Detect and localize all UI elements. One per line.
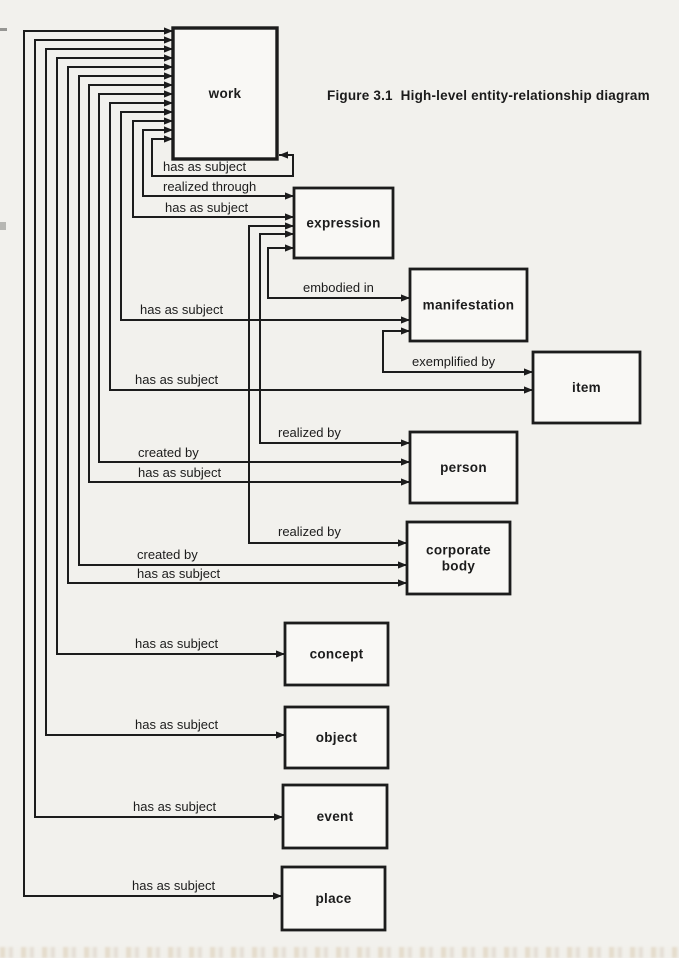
- edge-label-expression-realized-by-corporate-body: realized by: [278, 524, 341, 539]
- arrowhead-icon: [164, 108, 173, 116]
- arrowhead-icon: [401, 316, 410, 324]
- entity-label-manifestation: manifestation: [423, 298, 515, 313]
- arrowhead-icon: [164, 81, 173, 89]
- edge-label-work-has-as-subject-work: has as subject: [163, 159, 246, 174]
- entity-box-work: [171, 26, 279, 161]
- entity-label-event: event: [317, 809, 354, 824]
- edge-label-work-created-by-corporate-body: created by: [137, 547, 198, 562]
- arrowhead-icon: [164, 45, 173, 53]
- entity-label-object: object: [316, 730, 358, 745]
- edge-label-work-has-as-subject-place: has as subject: [132, 878, 215, 893]
- arrowhead-icon: [164, 63, 173, 71]
- edge-work-has-as-subject-work: [151, 138, 294, 177]
- arrowhead-icon: [401, 327, 410, 335]
- entity-label-person: person: [440, 460, 487, 475]
- entity-box-expression: [292, 186, 395, 260]
- arrowhead-icon: [285, 192, 294, 200]
- edge-label-expression-embodied-in-manifestation: embodied in: [303, 280, 374, 295]
- arrowhead-icon: [398, 579, 407, 587]
- edge-expression-embodied-in-manifestation: [267, 247, 410, 299]
- arrowhead-icon: [164, 54, 173, 62]
- arrowhead-icon: [401, 294, 410, 302]
- edge-expression-realized-by-corporate-body: [248, 225, 407, 544]
- arrowhead-icon: [164, 126, 173, 134]
- edge-work-has-as-subject-expression: [132, 120, 294, 218]
- arrowhead-icon: [276, 731, 285, 739]
- edge-manifestation-exemplified-by-item: [382, 330, 533, 373]
- arrowhead-icon: [273, 892, 282, 900]
- arrowhead-icon: [164, 72, 173, 80]
- entity-box-person: [408, 430, 519, 505]
- arrowhead-icon: [524, 368, 533, 376]
- entity-label-corporate-body: body: [442, 559, 476, 574]
- edge-work-has-as-subject-object: [45, 48, 285, 736]
- arrowhead-icon: [164, 36, 173, 44]
- arrowhead-icon: [285, 230, 294, 238]
- scan-speck: [0, 222, 6, 230]
- arrowhead-icon: [164, 135, 173, 143]
- edge-label-work-has-as-subject-concept: has as subject: [135, 636, 218, 651]
- entity-label-corporate-body: corporate: [426, 543, 491, 558]
- edge-label-work-has-as-subject-corporate-body: has as subject: [137, 566, 220, 581]
- edge-label-work-has-as-subject-event: has as subject: [133, 799, 216, 814]
- entity-label-work: work: [208, 86, 242, 101]
- arrowhead-icon: [274, 813, 283, 821]
- figure-caption: Figure 3.1 High-level entity-relationshi…: [327, 88, 650, 103]
- arrowhead-icon: [164, 99, 173, 107]
- arrowhead-icon: [398, 561, 407, 569]
- edge-label-work-has-as-subject-item: has as subject: [135, 372, 218, 387]
- edge-work-has-as-subject-corporate-body: [67, 66, 407, 584]
- entity-label-item: item: [572, 380, 601, 395]
- entity-label-expression: expression: [306, 216, 380, 231]
- arrowhead-icon: [279, 151, 288, 159]
- arrowhead-icon: [401, 439, 410, 447]
- scan-noise-strip: [0, 947, 679, 958]
- arrowhead-icon: [285, 213, 294, 221]
- arrowhead-icon: [276, 650, 285, 658]
- edge-work-has-as-subject-manifestation: [120, 111, 410, 321]
- edge-work-realized-through-expression: [142, 129, 294, 197]
- arrowhead-icon: [398, 539, 407, 547]
- arrowhead-icon: [164, 117, 173, 125]
- entity-box-object: [283, 705, 390, 770]
- edge-expression-realized-by-person: [259, 233, 410, 444]
- entity-label-place: place: [315, 891, 351, 906]
- edge-label-work-created-by-person: created by: [138, 445, 199, 460]
- arrowhead-icon: [524, 386, 533, 394]
- edge-work-created-by-corporate-body: [78, 75, 407, 566]
- entity-box-event: [281, 783, 389, 850]
- arrowhead-icon: [285, 222, 294, 230]
- edge-label-work-realized-through-expression: realized through: [163, 179, 256, 194]
- entity-box-concept: [283, 621, 390, 687]
- edge-label-work-has-as-subject-person: has as subject: [138, 465, 221, 480]
- entity-box-manifestation: [408, 267, 529, 343]
- entity-box-item: [531, 350, 642, 425]
- edge-label-expression-realized-by-person: realized by: [278, 425, 341, 440]
- edge-label-work-has-as-subject-expression: has as subject: [165, 200, 248, 215]
- arrowhead-icon: [164, 90, 173, 98]
- arrowhead-icon: [164, 27, 173, 35]
- edge-work-has-as-subject-concept: [56, 57, 285, 655]
- arrowhead-icon: [401, 478, 410, 486]
- edge-work-has-as-subject-place: [23, 30, 282, 897]
- arrowhead-icon: [285, 244, 294, 252]
- edge-label-manifestation-exemplified-by-item: exemplified by: [412, 354, 496, 369]
- arrowhead-icon: [401, 458, 410, 466]
- edge-label-work-has-as-subject-object: has as subject: [135, 717, 218, 732]
- entity-box-place: [280, 865, 387, 932]
- edge-work-has-as-subject-event: [34, 39, 283, 818]
- entity-box-corporate-body: [405, 520, 512, 596]
- edge-work-created-by-person: [98, 93, 410, 463]
- edge-label-work-has-as-subject-manifestation: has as subject: [140, 302, 223, 317]
- edge-work-has-as-subject-item: [109, 102, 533, 391]
- scan-speck: [0, 28, 7, 31]
- entity-label-concept: concept: [310, 647, 364, 662]
